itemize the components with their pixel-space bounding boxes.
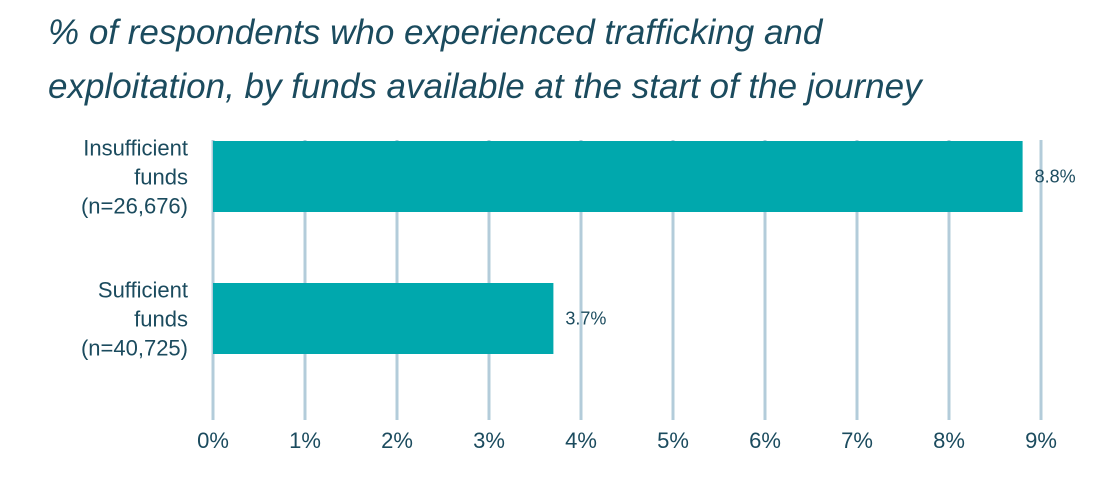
category-label: Sufficient — [98, 278, 188, 303]
x-tick-label: 8% — [933, 428, 965, 453]
chart-title-line-2: exploitation, by funds available at the … — [48, 67, 922, 106]
bar-value-label: 3.7% — [565, 309, 606, 329]
x-tick-label: 9% — [1025, 428, 1057, 453]
x-tick-label: 7% — [841, 428, 873, 453]
chart-title-line-1: % of respondents who experienced traffic… — [48, 13, 823, 52]
bar — [213, 283, 554, 354]
x-tick-label: 0% — [197, 428, 229, 453]
bar-value-label: 8.8% — [1035, 167, 1076, 187]
category-label: Insufficient — [83, 136, 188, 161]
labels: 0% 1% 2% 3% 4% 5% 6% 7% 8% 9% 8.8% Insufficient fund… — [81, 136, 1076, 454]
x-tick-label: 4% — [565, 428, 597, 453]
category-label: funds — [134, 165, 188, 190]
x-tick-label: 2% — [381, 428, 413, 453]
bars — [213, 141, 1023, 354]
category-label: (n=40,725) — [81, 336, 188, 361]
x-tick-label: 1% — [289, 428, 321, 453]
x-tick-label: 3% — [473, 428, 505, 453]
x-tick-label: 6% — [749, 428, 781, 453]
chart-title: % of respondents who experienced traffic… — [48, 6, 1098, 114]
category-label: (n=26,676) — [81, 194, 188, 219]
x-tick-label: 5% — [657, 428, 689, 453]
bar — [213, 141, 1023, 212]
category-label: funds — [134, 307, 188, 332]
